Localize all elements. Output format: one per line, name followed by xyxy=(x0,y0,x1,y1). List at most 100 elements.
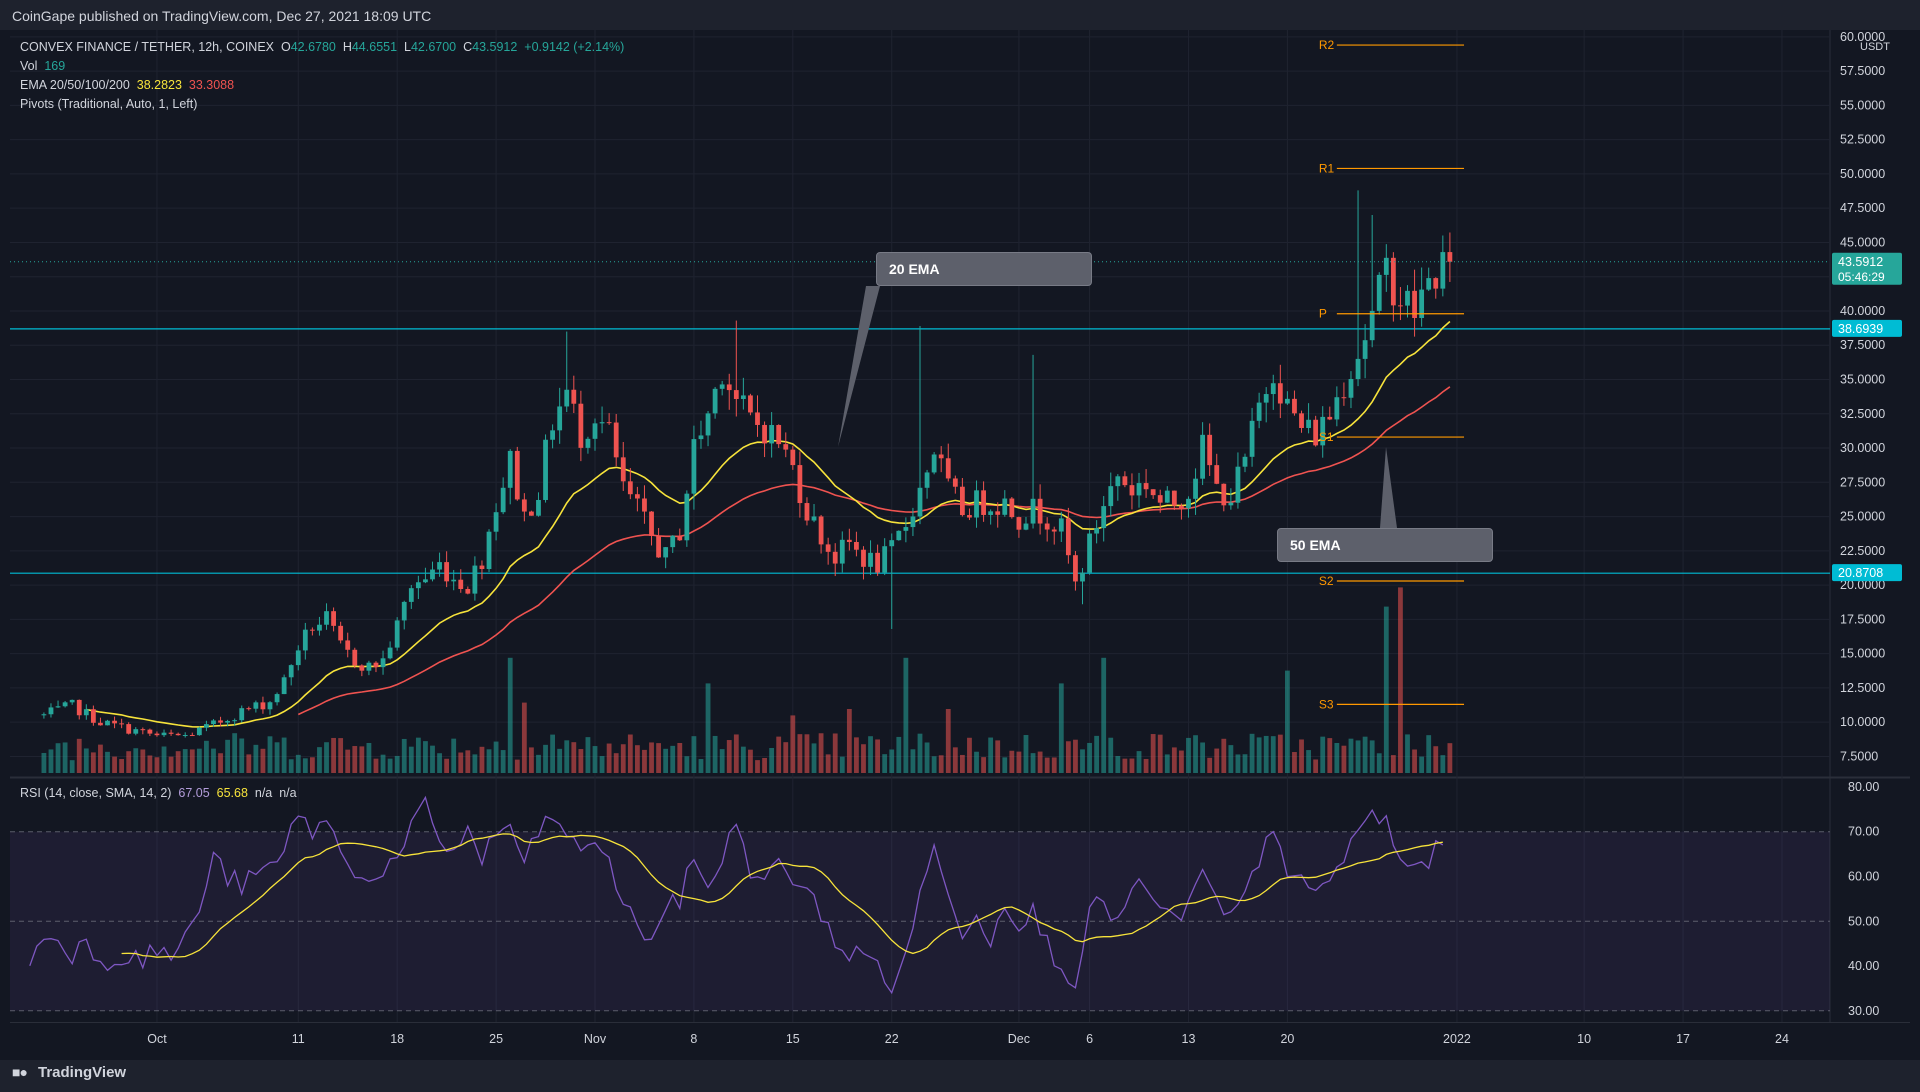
publisher-text: CoinGape published on TradingView.com, D… xyxy=(12,8,432,24)
candle-body xyxy=(267,702,273,710)
candle-body xyxy=(783,444,789,450)
candle-body xyxy=(465,589,471,594)
volume-bar xyxy=(338,738,344,773)
volume-bar xyxy=(1037,751,1043,773)
volume-bar xyxy=(317,747,322,773)
volume-bar xyxy=(656,743,661,773)
volume-bar xyxy=(783,742,789,773)
candle-body xyxy=(168,732,174,734)
volume-bar xyxy=(642,749,647,773)
candle-body xyxy=(1242,456,1248,467)
volume-bar xyxy=(1122,758,1128,773)
volume-bar xyxy=(1341,745,1347,773)
ema50-callout[interactable]: 50 EMA xyxy=(1277,528,1493,562)
candle-body xyxy=(458,579,464,590)
candle-body xyxy=(62,702,68,707)
time-tick-label: Dec xyxy=(1008,1032,1030,1046)
candle-body xyxy=(359,665,365,671)
candle-body xyxy=(656,535,661,558)
ema20-callout[interactable]: 20 EMA xyxy=(876,252,1092,286)
price-tick-label: 20.0000 xyxy=(1840,578,1885,592)
volume-bar xyxy=(204,740,209,773)
symbol-row[interactable]: CONVEX FINANCE / TETHER, 12h, COINEX O42… xyxy=(20,38,624,57)
candle-body xyxy=(1412,290,1417,318)
volume-bar xyxy=(854,737,859,773)
candle-body xyxy=(981,490,986,515)
volume-bar xyxy=(352,746,358,773)
volume-bar xyxy=(359,746,365,773)
volume-bar xyxy=(924,742,930,773)
tradingview-logo[interactable]: ■● TradingView xyxy=(12,1064,126,1081)
candle-body xyxy=(536,499,541,516)
candle-body xyxy=(1073,555,1078,582)
candle-body xyxy=(825,544,831,552)
volume-bar xyxy=(740,746,746,773)
volume-bar xyxy=(1383,606,1389,773)
candle-body xyxy=(309,629,315,631)
candle-body xyxy=(76,699,82,716)
volume-bar xyxy=(762,757,767,773)
candle-body xyxy=(1306,419,1311,428)
time-tick-label: 17 xyxy=(1676,1032,1690,1046)
volume-bar xyxy=(613,753,619,773)
volume-bar xyxy=(536,754,541,773)
change-value: +0.9142 (+2.14%) xyxy=(524,40,625,54)
candle-body xyxy=(882,546,888,573)
candle-body xyxy=(797,465,803,504)
ema50-callout-text: 50 EMA xyxy=(1290,537,1341,553)
volume-bar xyxy=(529,747,534,773)
volume-bar xyxy=(1235,754,1241,773)
volume-bar xyxy=(175,751,181,773)
rsi-tick-label: 50.00 xyxy=(1848,914,1879,928)
volume-bar xyxy=(1277,734,1283,773)
volume-bar xyxy=(366,742,372,773)
candle-body xyxy=(126,724,132,734)
rsi-tick-label: 70.00 xyxy=(1848,825,1879,839)
close-label: C xyxy=(463,40,473,54)
volume-bar xyxy=(324,742,329,773)
volume-bar xyxy=(1369,740,1375,773)
ema-row[interactable]: EMA 20/50/100/200 38.2823 33.3088 xyxy=(20,76,624,95)
candle-body xyxy=(401,601,407,621)
candle-body xyxy=(755,412,760,425)
volume-bar xyxy=(917,733,923,773)
candle-body xyxy=(684,493,690,541)
volume-bar xyxy=(161,746,167,773)
candle-body xyxy=(1433,278,1439,289)
candle-body xyxy=(430,569,435,580)
candle-body xyxy=(550,430,556,440)
volume-bar xyxy=(1044,757,1050,773)
volume-bar xyxy=(168,756,174,773)
rsi-legend[interactable]: RSI (14, close, SMA, 14, 2) 67.05 65.68 … xyxy=(20,786,297,800)
volume-row[interactable]: Vol 169 xyxy=(20,57,624,76)
price-tick-label: 35.0000 xyxy=(1840,373,1885,387)
candle-body xyxy=(437,562,442,570)
volume-bar xyxy=(1051,757,1057,773)
candle-body xyxy=(1249,420,1255,457)
candle-body xyxy=(868,552,873,567)
candle-body xyxy=(712,388,718,414)
rsi-tick-label: 40.00 xyxy=(1848,959,1879,973)
candle-body xyxy=(1299,413,1304,428)
candle-body xyxy=(995,511,1001,515)
chart-area[interactable] xyxy=(10,30,1910,1070)
candle-body xyxy=(472,565,478,594)
time-tick-label: 18 xyxy=(390,1032,404,1046)
volume-bar xyxy=(458,752,464,773)
volume-bar xyxy=(1228,745,1234,773)
candle-body xyxy=(748,395,753,413)
volume-bar xyxy=(1094,735,1100,773)
close-value: 43.5912 xyxy=(472,40,518,54)
candle-body xyxy=(804,503,810,521)
price-tick-label: 25.0000 xyxy=(1840,510,1885,524)
price-label-text: 43.5912 xyxy=(1838,255,1883,269)
pivot-label: R2 xyxy=(1319,38,1335,52)
ema-label: EMA 20/50/100/200 xyxy=(20,78,130,92)
volume-bar xyxy=(182,749,188,773)
candle-body xyxy=(408,588,414,602)
pivots-row[interactable]: Pivots (Traditional, Auto, 1, Left) xyxy=(20,95,624,114)
volume-bar xyxy=(1306,750,1311,773)
volume-bar xyxy=(1073,739,1078,773)
volume-bar xyxy=(1221,738,1227,773)
